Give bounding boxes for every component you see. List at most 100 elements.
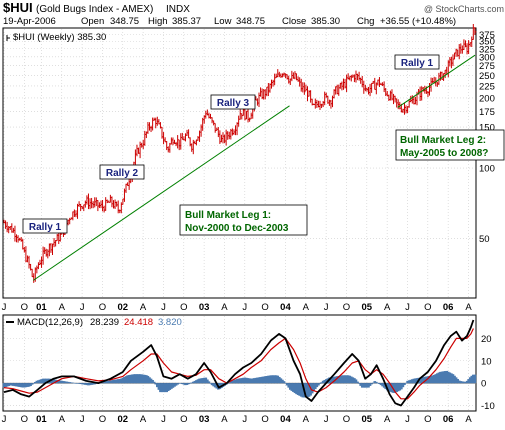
macd-histogram-bar bbox=[472, 374, 475, 384]
macd-y-tick-label: 10 bbox=[481, 356, 492, 367]
macd-histogram-bar bbox=[457, 380, 461, 384]
price-x-tick-label: A bbox=[384, 302, 391, 313]
macd-histogram-bar bbox=[293, 383, 297, 394]
price-x-tick-label: J bbox=[161, 302, 166, 313]
macd-histogram-bar bbox=[181, 383, 184, 385]
macd-histogram-bar bbox=[237, 378, 240, 384]
macd-histogram-bar bbox=[431, 375, 434, 384]
macd-histogram-bar bbox=[281, 379, 284, 384]
annotation-rally1-b-box bbox=[394, 54, 440, 70]
macd-histogram-bar bbox=[451, 374, 455, 384]
macd-histogram-bar bbox=[259, 377, 262, 384]
macd-x-tick-label: A bbox=[384, 414, 391, 425]
price-x-tick-label: O bbox=[343, 302, 350, 313]
macd-x-tick-label: O bbox=[99, 414, 106, 425]
macd-histogram-bar bbox=[29, 383, 32, 387]
macd-x-tick-label: J bbox=[2, 414, 7, 425]
symbol-label: $HUI bbox=[3, 0, 33, 15]
macd-histogram-bar bbox=[152, 381, 156, 384]
macd-histogram-bar bbox=[411, 379, 414, 384]
price-y-tick-label: 375 bbox=[479, 30, 495, 41]
index-name: (Gold Bugs Index - AMEX) bbox=[36, 4, 153, 15]
macd-histogram-bar bbox=[65, 381, 68, 384]
open-label: Open bbox=[81, 16, 104, 27]
macd-histogram-bar bbox=[467, 379, 470, 384]
macd-histogram-bar bbox=[115, 379, 118, 384]
macd-histogram-bar bbox=[165, 383, 168, 393]
macd-histogram-bar bbox=[276, 375, 280, 384]
macd-histogram-bar bbox=[38, 379, 42, 384]
macd-histogram-bar bbox=[145, 375, 148, 384]
annotation-rally3-box bbox=[210, 94, 256, 110]
macd-histogram-bar bbox=[123, 376, 126, 384]
macd-histogram-bar bbox=[335, 376, 339, 384]
price-x-tick-label: J bbox=[80, 302, 85, 313]
macd-histogram-bar bbox=[461, 381, 464, 384]
macd-legend-value: 28.239 bbox=[90, 317, 119, 328]
macd-histogram-bar bbox=[235, 379, 239, 384]
macd-histogram-bar bbox=[166, 383, 170, 392]
open-value: 348.75 bbox=[110, 16, 139, 27]
macd-histogram-bar bbox=[378, 383, 381, 385]
macd-histogram-bar bbox=[343, 375, 347, 384]
price-x-tick-label: O bbox=[21, 302, 28, 313]
macd-histogram-bar bbox=[227, 382, 231, 384]
macd-histogram-bar bbox=[312, 383, 316, 392]
macd-histogram-bar bbox=[212, 383, 215, 387]
macd-histogram-bar bbox=[57, 380, 61, 384]
macd-histogram-bar bbox=[443, 371, 447, 384]
macd-histogram-bar bbox=[320, 382, 323, 384]
macd-histogram-bar bbox=[278, 377, 281, 384]
macd-histogram-bar bbox=[238, 378, 242, 384]
macd-histogram-bar bbox=[370, 383, 373, 385]
price-x-axis: J O 01 A J O 02 A J O 03 A J O 04 A J O 05 A J O 06 A bbox=[2, 302, 473, 313]
price-x-tick-label: 02 bbox=[117, 302, 128, 313]
macd-histogram-bar bbox=[146, 375, 150, 384]
quote-date: 19-Apr-2006 bbox=[3, 16, 56, 27]
price-y-tick-label: 275 bbox=[479, 61, 495, 72]
macd-histogram-bar bbox=[126, 375, 129, 384]
macd-histogram-bar bbox=[231, 380, 234, 384]
macd-histogram-bar bbox=[63, 381, 67, 384]
macd-histogram-bar bbox=[102, 381, 106, 384]
macd-histogram-bar bbox=[348, 375, 352, 384]
macd-histogram-bar bbox=[74, 383, 78, 384]
macd-histogram-bar bbox=[112, 379, 115, 384]
macd-histogram-bar bbox=[177, 383, 181, 384]
macd-histogram-bar bbox=[314, 383, 317, 390]
macd-histogram-bar bbox=[135, 374, 139, 384]
macd-histogram-bar bbox=[315, 383, 319, 388]
annotation-leg1: Bull Market Leg 1: Nov-2000 to Dec-2003 bbox=[179, 204, 308, 236]
macd-histogram-bar bbox=[287, 383, 291, 388]
macd-histogram-bar bbox=[257, 377, 261, 384]
exchange-label: INDX bbox=[166, 4, 190, 15]
macd-histogram-bar bbox=[90, 383, 93, 385]
price-x-tick-label: A bbox=[465, 302, 472, 313]
macd-histogram-bar bbox=[304, 383, 308, 398]
annotation-rally1-b-text: Rally 1 bbox=[401, 58, 434, 69]
macd-histogram-bar bbox=[174, 383, 178, 386]
macd-histogram-bar bbox=[16, 383, 20, 387]
macd-histogram-bar bbox=[234, 379, 237, 384]
macd-histogram-bar bbox=[163, 383, 167, 393]
macd-histogram-bar bbox=[215, 383, 219, 389]
macd-histogram-bar bbox=[288, 383, 292, 390]
macd-histogram-bar bbox=[82, 383, 86, 385]
macd-histogram-bar bbox=[375, 381, 378, 384]
macd-x-tick-label: 01 bbox=[36, 414, 47, 425]
macd-histogram-bar bbox=[345, 375, 348, 384]
price-bars bbox=[3, 23, 477, 283]
macd-histogram-bar bbox=[279, 378, 283, 384]
annotation-rally1-a-text: Rally 1 bbox=[29, 222, 62, 233]
macd-histogram-bar bbox=[26, 383, 29, 387]
high-label: High bbox=[148, 16, 168, 27]
macd-panel-frame bbox=[2, 314, 477, 412]
low-label: Low bbox=[214, 16, 232, 27]
annotation-leg2-box bbox=[395, 129, 505, 161]
macd-histogram-bar bbox=[8, 383, 12, 386]
macd-signal-line bbox=[3, 328, 474, 400]
macd-x-tick-label: O bbox=[343, 414, 350, 425]
macd-histogram-bar bbox=[232, 380, 236, 384]
macd-x-axis: J O 01 A J O 02 A J O 03 A J O 04 A J O 05 A J O 06 A bbox=[2, 414, 473, 425]
